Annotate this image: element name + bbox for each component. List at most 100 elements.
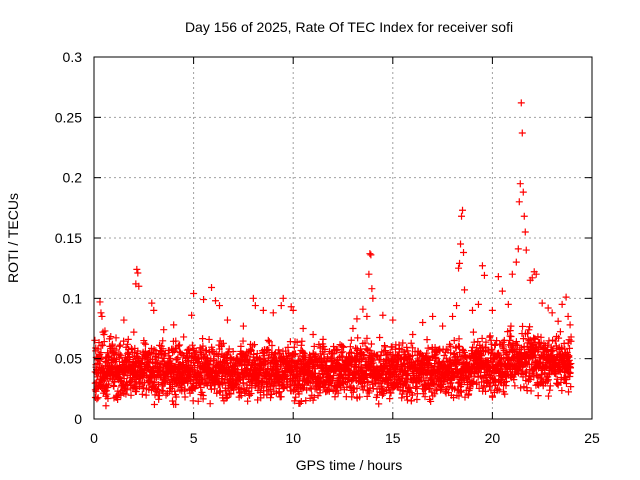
data-point <box>458 212 466 220</box>
data-point <box>331 393 339 401</box>
data-point <box>275 346 283 354</box>
data-point <box>310 393 318 401</box>
data-point <box>316 344 324 352</box>
data-point <box>359 350 367 358</box>
data-point <box>381 343 389 351</box>
data-point <box>365 270 373 278</box>
data-point <box>306 384 314 392</box>
data-point <box>439 322 447 330</box>
data-point <box>181 385 189 393</box>
data-point <box>192 347 200 355</box>
data-point <box>382 351 390 359</box>
data-point <box>184 353 192 361</box>
data-point <box>429 312 437 320</box>
data-point <box>295 390 303 398</box>
data-point <box>105 380 113 388</box>
data-point <box>277 393 285 401</box>
data-point <box>138 390 146 398</box>
data-point <box>504 300 512 308</box>
data-point <box>268 342 276 350</box>
data-point <box>423 349 431 357</box>
data-point <box>508 270 516 278</box>
data-point <box>135 282 143 290</box>
data-point <box>527 387 535 395</box>
data-point <box>218 341 226 349</box>
data-point <box>546 382 554 390</box>
data-point <box>292 350 300 358</box>
data-point <box>494 385 502 393</box>
data-point <box>287 380 295 388</box>
data-point <box>558 300 566 308</box>
data-point <box>358 363 366 371</box>
data-point <box>267 394 275 402</box>
data-point <box>544 376 552 384</box>
data-point <box>528 361 536 369</box>
data-point <box>526 323 534 331</box>
data-point <box>97 349 105 357</box>
data-point <box>346 343 354 351</box>
data-point <box>124 335 132 343</box>
data-point <box>491 375 499 383</box>
data-point <box>223 316 231 324</box>
data-point <box>316 386 324 394</box>
data-point <box>215 302 223 310</box>
data-point <box>367 251 375 259</box>
data-point <box>365 387 373 395</box>
data-point <box>309 379 317 387</box>
data-point <box>277 302 285 310</box>
data-point <box>199 395 207 403</box>
data-point <box>133 265 141 273</box>
data-point <box>474 300 482 308</box>
data-point <box>237 342 245 350</box>
data-point <box>546 386 554 394</box>
data-point <box>171 387 179 395</box>
data-point <box>517 99 525 107</box>
data-point <box>424 344 432 352</box>
data-point <box>513 341 521 349</box>
data-point <box>558 387 566 395</box>
data-point <box>100 331 108 339</box>
data-point <box>487 386 495 394</box>
data-point <box>115 342 123 350</box>
y-tick-label: 0.2 <box>63 170 83 186</box>
data-point <box>404 347 412 355</box>
data-point <box>566 344 574 352</box>
data-point <box>376 355 384 363</box>
data-point <box>224 348 232 356</box>
data-point <box>366 384 374 392</box>
data-point <box>153 358 161 366</box>
data-point <box>140 337 148 345</box>
data-point <box>501 390 509 398</box>
data-point <box>273 358 281 366</box>
data-point <box>195 358 203 366</box>
data-point <box>408 391 416 399</box>
data-point <box>250 341 258 349</box>
data-point <box>333 346 341 354</box>
data-point <box>347 336 355 344</box>
data-point <box>116 350 124 358</box>
tick-labels: 0 5 10 15 20 25 0 0.05 0.1 0.15 0.2 0.25 0.3 <box>55 49 600 446</box>
data-point <box>279 294 287 302</box>
data-point <box>108 340 116 348</box>
data-point <box>378 384 386 392</box>
data-point <box>114 396 122 404</box>
data-point <box>459 206 467 214</box>
data-point <box>413 383 421 391</box>
data-point <box>172 401 180 409</box>
data-point <box>159 337 167 345</box>
data-point <box>494 273 502 281</box>
data-point <box>460 248 468 256</box>
data-point <box>347 348 355 356</box>
data-point <box>423 336 431 344</box>
data-point <box>416 377 424 385</box>
data-point <box>291 351 299 359</box>
data-point <box>269 309 277 317</box>
data-point <box>478 262 486 270</box>
data-point <box>519 188 527 196</box>
data-point <box>407 397 415 405</box>
data-point <box>449 312 457 320</box>
data-point <box>334 345 342 353</box>
data-point <box>482 387 490 395</box>
data-point <box>537 333 545 341</box>
